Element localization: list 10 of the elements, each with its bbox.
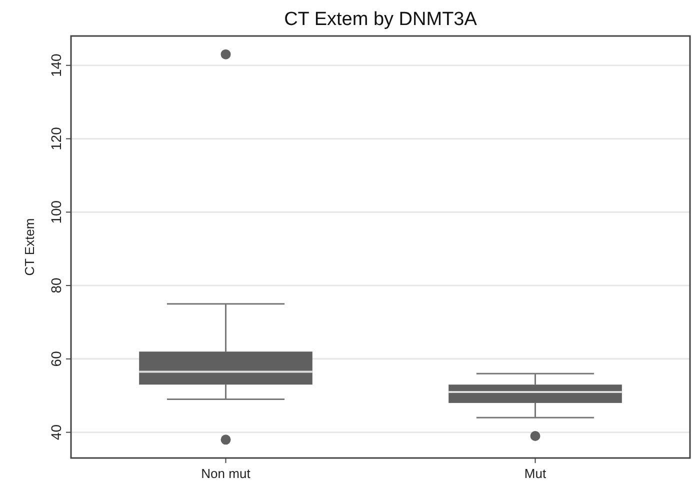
y-tick-label: 140	[48, 53, 64, 78]
x-tick-label: Mut	[524, 466, 546, 481]
y-tick-label: 60	[48, 350, 64, 367]
y-tick-label: 100	[48, 200, 64, 224]
y-axis-title: CT Extem	[22, 218, 37, 276]
chart-title: CT Extem by DNMT3A	[284, 9, 478, 30]
x-tick-label: Non mut	[201, 466, 251, 481]
y-tick-label: 120	[48, 126, 64, 150]
y-tick-label: 80	[48, 278, 64, 294]
y-tick-label: 40	[48, 424, 64, 440]
